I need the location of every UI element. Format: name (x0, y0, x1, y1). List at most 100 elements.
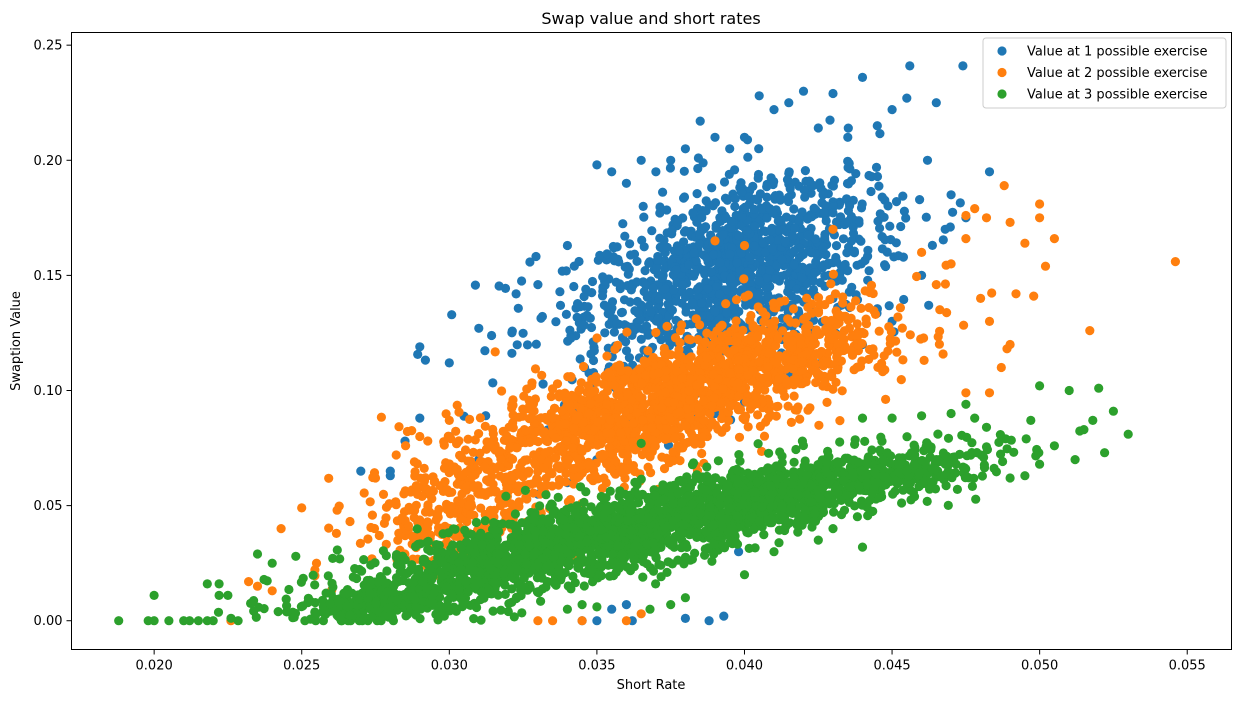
data-point (764, 348, 774, 358)
data-point (378, 546, 388, 556)
data-point (743, 152, 753, 162)
data-point (454, 407, 464, 417)
data-point (602, 249, 612, 259)
data-point (541, 436, 552, 446)
data-point (955, 198, 965, 208)
data-point (507, 326, 517, 336)
data-point (660, 434, 671, 444)
data-point (791, 318, 801, 328)
data-point (663, 350, 673, 360)
data-point (541, 490, 551, 500)
data-point (628, 418, 638, 428)
data-point (694, 239, 705, 249)
data-point (324, 473, 334, 483)
data-point (470, 280, 480, 290)
data-point (622, 327, 632, 337)
data-point (813, 123, 823, 133)
data-point (662, 321, 672, 331)
data-point (694, 355, 705, 365)
data-point (379, 518, 389, 529)
data-point (564, 455, 574, 465)
data-point (815, 278, 825, 288)
data-point (616, 366, 626, 376)
data-point (444, 468, 454, 478)
data-point (843, 123, 853, 133)
data-point (800, 192, 810, 202)
data-point (605, 571, 615, 581)
series-3-points (114, 381, 1133, 626)
data-point (718, 384, 728, 394)
data-point (884, 322, 894, 332)
data-point (345, 516, 355, 527)
data-point (652, 262, 662, 272)
data-point (938, 349, 948, 359)
data-point (528, 488, 538, 498)
data-point (961, 210, 971, 221)
data-point (637, 378, 647, 389)
data-point (297, 503, 307, 513)
data-point (454, 436, 464, 446)
data-point (827, 372, 837, 382)
data-point (591, 372, 601, 382)
data-point (750, 194, 760, 204)
data-point (640, 370, 651, 380)
data-point (879, 351, 889, 361)
data-point (773, 225, 783, 235)
data-point (634, 364, 645, 374)
data-point (555, 300, 566, 310)
data-point (931, 280, 941, 290)
data-point (770, 274, 781, 284)
data-point (799, 185, 809, 195)
data-point (575, 548, 586, 558)
data-point (651, 167, 661, 177)
data-point (625, 239, 635, 249)
data-point (680, 613, 691, 624)
data-point (684, 334, 694, 344)
data-point (487, 330, 497, 341)
data-point (853, 330, 863, 340)
data-point (689, 248, 699, 258)
data-point (874, 326, 884, 336)
data-point (573, 563, 583, 573)
data-point (1170, 257, 1180, 267)
data-point (734, 432, 745, 442)
data-point (737, 285, 747, 295)
data-point (450, 508, 460, 518)
data-point (463, 434, 473, 444)
data-point (734, 391, 744, 401)
data-point (726, 223, 736, 233)
data-point (763, 362, 773, 372)
data-point (669, 398, 679, 408)
data-point (769, 105, 779, 115)
data-point (412, 488, 423, 498)
data-point (767, 243, 777, 254)
data-point (828, 269, 839, 279)
data-point (632, 408, 642, 418)
data-point (524, 466, 534, 476)
data-point (828, 181, 839, 191)
data-point (864, 170, 874, 181)
data-point (897, 323, 907, 333)
data-point (896, 221, 906, 232)
data-point (566, 584, 576, 594)
data-point (762, 273, 772, 283)
data-point (425, 564, 435, 574)
data-point (681, 307, 691, 317)
data-point (431, 540, 441, 550)
data-point (981, 213, 992, 223)
data-point (404, 504, 414, 514)
data-point (637, 450, 648, 460)
data-point (940, 224, 950, 234)
data-point (663, 557, 673, 567)
data-point (773, 235, 783, 245)
data-point (690, 268, 700, 278)
data-point (585, 459, 595, 469)
data-point (359, 488, 369, 498)
data-point (682, 404, 692, 414)
data-point (732, 539, 743, 549)
data-point (769, 176, 779, 187)
data-point (568, 571, 578, 582)
data-point (976, 293, 986, 303)
data-point (568, 522, 578, 533)
data-point (686, 429, 697, 439)
